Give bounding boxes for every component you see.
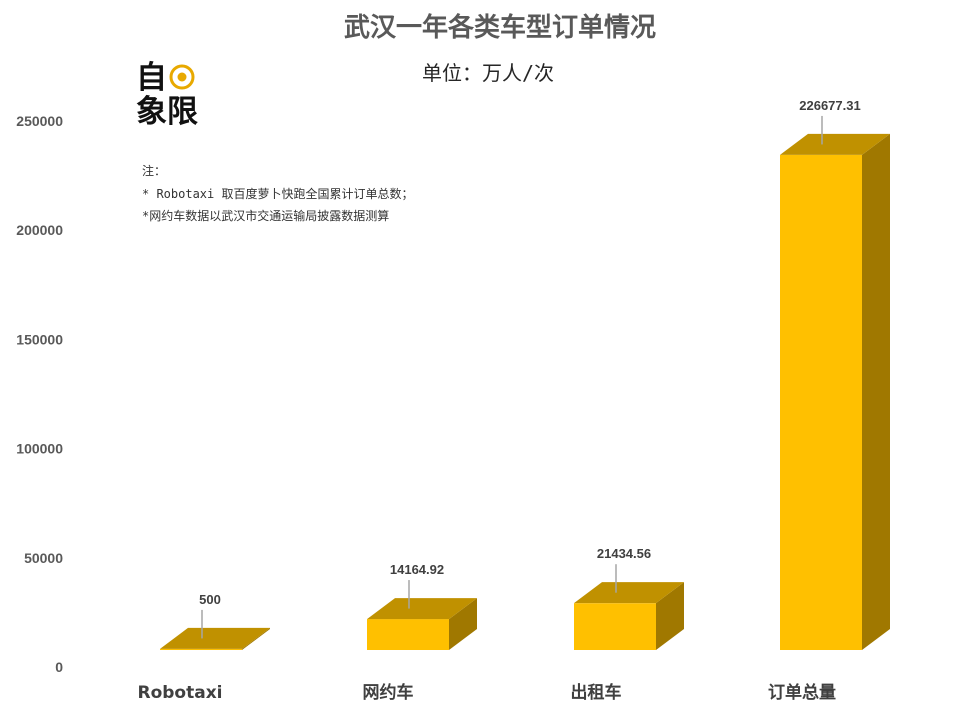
bars: 500 14164.92 21434.56 226677.31 — [160, 98, 890, 650]
bar-top — [574, 582, 684, 604]
bar-top — [160, 627, 270, 649]
bar-front — [574, 603, 656, 650]
x-tick-label: 订单总量 — [768, 682, 836, 703]
y-tick-label: 50000 — [24, 550, 63, 566]
note-line: *网约车数据以武汉市交通运输局披露数据测算 — [142, 208, 389, 223]
note-line: * Robotaxi 取百度萝卜快跑全国累计订单总数； — [142, 186, 413, 201]
data-label: 21434.56 — [597, 546, 651, 561]
y-tick-label: 250000 — [16, 113, 63, 129]
y-tick-label: 100000 — [16, 441, 63, 457]
bar: 21434.56 — [574, 546, 684, 650]
bar-top — [367, 598, 477, 620]
bar: 14164.92 — [367, 562, 477, 650]
x-tick-label: 网约车 — [363, 682, 414, 703]
x-axis: Robotaxi 网约车 出租车 订单总量 — [137, 682, 836, 703]
bar-front — [367, 619, 449, 650]
chart-subtitle: 单位：万人/次 — [422, 61, 554, 85]
bar-side — [656, 582, 684, 650]
logo-text-bottom: 象限 — [136, 94, 198, 130]
bar: 500 — [160, 592, 270, 650]
y-tick-label: 0 — [55, 659, 63, 675]
note-line: 注： — [142, 163, 166, 178]
chart-title: 武汉一年各类车型订单情况 — [344, 12, 656, 43]
y-axis: 0 50000 100000 150000 200000 250000 — [16, 113, 63, 675]
y-tick-label: 150000 — [16, 331, 63, 347]
bar-side — [862, 133, 890, 650]
bar-front — [160, 648, 242, 650]
bar-front — [780, 154, 862, 650]
bar-top — [780, 133, 890, 155]
x-tick-label: Robotaxi — [137, 683, 222, 703]
logo-text-top: 自 — [136, 60, 167, 96]
notes: 注： * Robotaxi 取百度萝卜快跑全国累计订单总数； *网约车数据以武汉… — [142, 163, 413, 223]
bar-side — [449, 598, 477, 650]
y-tick-label: 200000 — [16, 222, 63, 238]
bar-side — [242, 627, 270, 650]
data-label: 226677.31 — [799, 98, 860, 113]
eye-icon — [169, 64, 195, 90]
data-label: 500 — [199, 592, 221, 607]
bar: 226677.31 — [780, 98, 890, 650]
data-label: 14164.92 — [390, 562, 444, 577]
brand-logo: 自 象限 — [136, 60, 198, 130]
x-tick-label: 出租车 — [571, 682, 622, 703]
